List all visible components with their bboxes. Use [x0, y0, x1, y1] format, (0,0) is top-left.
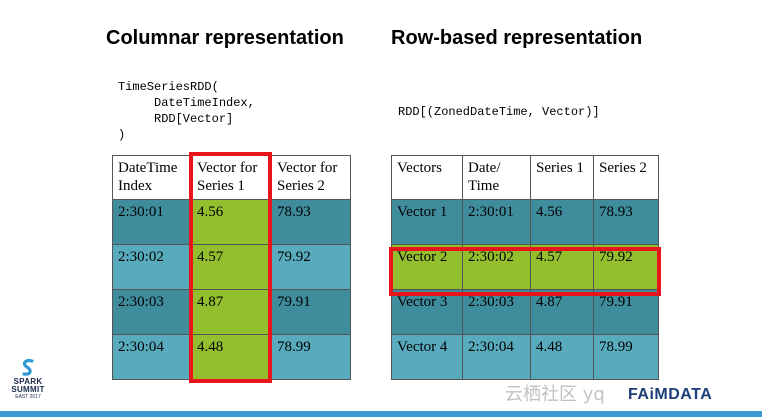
- table-header-row: Vectors Date/ Time Series 1 Series 2: [391, 155, 659, 200]
- row-based-table: Vectors Date/ Time Series 1 Series 2 Vec…: [391, 155, 659, 380]
- table-cell: Vector 1: [391, 199, 463, 245]
- logo-line1: SPARK: [13, 377, 43, 386]
- table-cell: 4.57: [530, 244, 594, 290]
- table-cell: 4.87: [530, 289, 594, 335]
- table-cell: 78.93: [271, 199, 351, 245]
- table-cell: 2:30:02: [112, 244, 192, 290]
- columnar-table: DateTime Index Vector for Series 1 Vecto…: [112, 155, 351, 380]
- table-cell: 78.99: [271, 334, 351, 380]
- table-row: Vector 4 2:30:04 4.48 78.99: [391, 334, 659, 380]
- header-cell: Date/ Time: [462, 155, 531, 200]
- header-cell: DateTime Index: [112, 155, 192, 200]
- bottom-bar: [0, 411, 762, 417]
- table-cell: Vector 4: [391, 334, 463, 380]
- header-cell: Series 2: [593, 155, 659, 200]
- spark-summit-logo: SPARK SUMMIT EAST 2017: [6, 358, 50, 400]
- table-cell: 79.91: [271, 289, 351, 335]
- table-cell: 2:30:01: [112, 199, 192, 245]
- table-cell: 4.56: [530, 199, 594, 245]
- table-cell: Vector 3: [391, 289, 463, 335]
- header-cell: Vector for Series 1: [191, 155, 272, 200]
- table-cell: 4.48: [530, 334, 594, 380]
- table-cell: 79.92: [271, 244, 351, 290]
- table-cell: 2:30:02: [462, 244, 531, 290]
- table-row: 2:30:01 4.56 78.93: [112, 199, 351, 245]
- table-row: 2:30:04 4.48 78.99: [112, 334, 351, 380]
- table-cell: 2:30:04: [462, 334, 531, 380]
- spark-logo-icon: [22, 358, 34, 376]
- table-cell: 2:30:01: [462, 199, 531, 245]
- table-cell: 79.92: [593, 244, 659, 290]
- columnar-code: TimeSeriesRDD( DateTimeIndex, RDD[Vector…: [118, 80, 255, 142]
- header-cell: Vector for Series 2: [271, 155, 351, 200]
- row-based-title: Row-based representation: [391, 27, 643, 49]
- brand-logo: FAiMDATA: [628, 386, 713, 403]
- table-cell: 2:30:03: [112, 289, 192, 335]
- table-header-row: DateTime Index Vector for Series 1 Vecto…: [112, 155, 351, 200]
- row-based-code: RDD[(ZonedDateTime, Vector)]: [398, 105, 600, 119]
- header-cell: Series 1: [530, 155, 594, 200]
- logo-line2: SUMMIT: [11, 385, 45, 394]
- table-cell: 4.56: [191, 199, 272, 245]
- table-row: Vector 1 2:30:01 4.56 78.93: [391, 199, 659, 245]
- logo-line3: EAST 2017: [15, 394, 41, 400]
- table-row: Vector 2 2:30:02 4.57 79.92: [391, 244, 659, 290]
- table-cell: Vector 2: [391, 244, 463, 290]
- table-cell: 4.57: [191, 244, 272, 290]
- row-highlight-box: [389, 247, 661, 296]
- table-cell: 78.93: [593, 199, 659, 245]
- watermark-text: 云栖社区 yq: [505, 384, 605, 405]
- header-cell: Vectors: [391, 155, 463, 200]
- table-cell: 2:30:03: [462, 289, 531, 335]
- table-row: Vector 3 2:30:03 4.87 79.91: [391, 289, 659, 335]
- table-cell: 78.99: [593, 334, 659, 380]
- table-cell: 4.48: [191, 334, 272, 380]
- table-row: 2:30:02 4.57 79.92: [112, 244, 351, 290]
- table-cell: 79.91: [593, 289, 659, 335]
- table-cell: 2:30:04: [112, 334, 192, 380]
- column-highlight-box: [189, 152, 272, 383]
- columnar-title: Columnar representation: [106, 27, 344, 49]
